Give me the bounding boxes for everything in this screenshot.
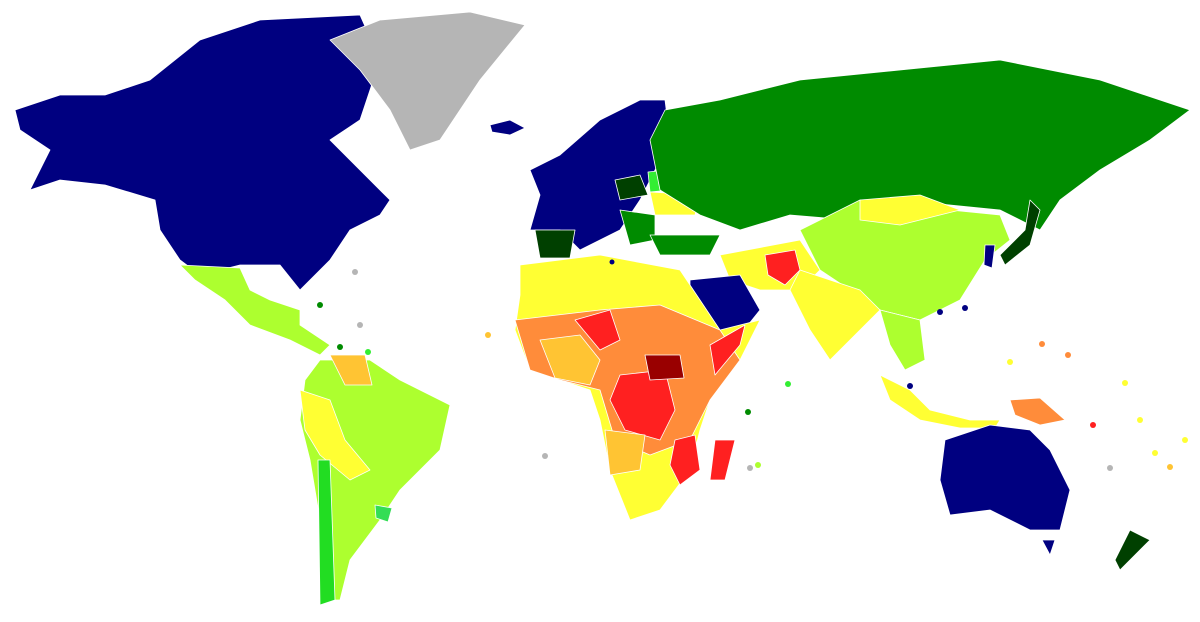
island [747,465,753,471]
greenland [329,11,526,151]
island [745,409,751,415]
iceland [489,119,526,136]
australia [939,424,1071,531]
island [937,309,943,315]
mozambique [669,434,701,486]
mexico-central-america [179,264,331,356]
island [1039,341,1045,347]
iberia [534,229,576,259]
island [1107,465,1113,471]
island [365,349,371,355]
korea [983,244,996,269]
madagascar [709,439,736,481]
papua-new-guinea [1009,397,1066,426]
island [755,462,761,468]
russia [649,59,1191,231]
west-africa [539,334,601,386]
niger-chad [574,309,621,351]
tasmania [1041,539,1056,556]
island [317,302,323,308]
island [357,322,363,328]
island [1065,352,1071,358]
island [907,383,913,389]
island [1152,450,1158,456]
island [542,453,548,459]
peru-bolivia [299,389,371,481]
southeast-asia [879,309,926,371]
somalia [709,324,746,376]
island [337,344,343,350]
uruguay [374,504,393,523]
afghanistan [764,249,801,286]
north-america [14,14,391,291]
poland [614,174,649,201]
island [609,259,615,265]
island [785,381,791,387]
indonesia [879,374,1001,429]
island [1182,437,1188,443]
india [789,269,881,361]
island [1137,417,1143,423]
island [962,305,968,311]
island [352,269,358,275]
island [1090,422,1096,428]
south-sudan [644,354,685,381]
angola [604,429,646,476]
europe [529,99,671,251]
venezuela [329,354,373,386]
island [1007,359,1013,365]
island [485,332,491,338]
new-zealand [1114,529,1151,571]
turkey [649,234,721,256]
chile [317,459,336,606]
island [1122,380,1128,386]
island [1167,464,1173,470]
japan [999,199,1041,266]
mongolia [859,194,961,226]
